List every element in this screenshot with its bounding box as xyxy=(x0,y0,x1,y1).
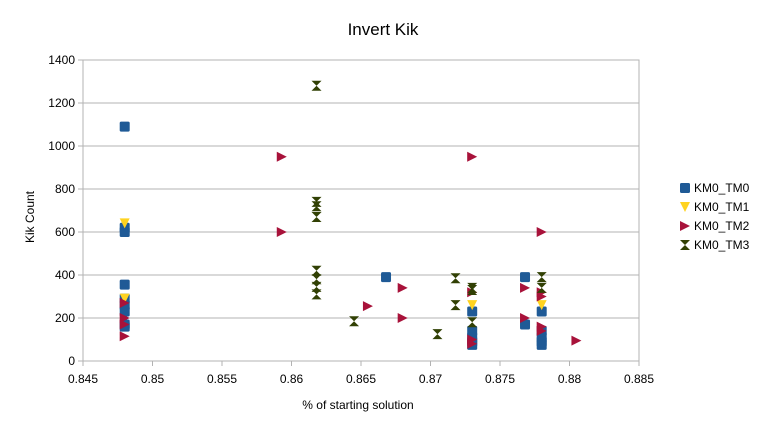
legend-item: KM0_TM0 xyxy=(680,181,750,195)
y-tick-label: 1000 xyxy=(48,139,75,153)
data-point xyxy=(536,272,547,283)
data-point xyxy=(381,272,392,283)
data-point xyxy=(397,313,408,323)
data-point xyxy=(536,227,547,237)
y-tick-label: 0 xyxy=(68,354,75,368)
legend-label: KM0_TM0 xyxy=(694,181,750,195)
data-point xyxy=(520,282,531,293)
y-tick-label: 800 xyxy=(55,182,75,196)
chart-title: Invert Kik xyxy=(348,20,419,39)
x-tick-label: 0.845 xyxy=(68,372,98,386)
data-point xyxy=(467,306,478,317)
data-point xyxy=(119,121,130,132)
data-point xyxy=(311,274,322,285)
legend-marker xyxy=(680,221,690,231)
series-km0-tm1 xyxy=(119,218,547,311)
data-point xyxy=(119,293,130,304)
data-point xyxy=(536,300,547,311)
legend-item: KM0_TM2 xyxy=(680,219,750,233)
data-points xyxy=(119,80,582,350)
legend-marker xyxy=(680,240,690,250)
y-tick-label: 200 xyxy=(55,311,75,325)
y-tick-labels: 0 200 400 600 800 1000 1200 1400 xyxy=(48,53,75,368)
data-point xyxy=(311,289,322,300)
data-point xyxy=(397,282,408,293)
legend-label: KM0_TM1 xyxy=(694,200,750,214)
data-point xyxy=(349,316,360,327)
data-point xyxy=(432,329,443,340)
data-point xyxy=(571,335,582,346)
y-tick-label: 1400 xyxy=(48,53,75,67)
data-point xyxy=(119,319,130,330)
data-point xyxy=(467,151,478,162)
data-point xyxy=(311,265,322,276)
x-tick-labels: 0.845 0.85 0.855 0.86 0.865 0.87 0.875 0.88 0.88… xyxy=(68,372,654,386)
x-tick-label: 0.875 xyxy=(485,372,515,386)
x-tick-label: 0.88 xyxy=(558,372,582,386)
data-point xyxy=(311,80,322,91)
gridlines xyxy=(78,59,640,366)
y-tick-label: 1200 xyxy=(48,96,75,110)
data-point xyxy=(311,211,322,222)
data-point xyxy=(450,300,461,311)
x-tick-label: 0.86 xyxy=(280,372,304,386)
legend-label: KM0_TM3 xyxy=(694,238,750,252)
data-point xyxy=(536,282,547,293)
data-point xyxy=(311,281,322,292)
y-tick-label: 400 xyxy=(55,268,75,282)
data-point xyxy=(362,301,373,312)
legend: KM0_TM0 KM0_TM1 KM0_TM2 KM0_TM3 xyxy=(680,181,750,252)
legend-marker xyxy=(680,183,690,193)
data-point xyxy=(450,273,461,284)
plot-frame xyxy=(82,59,640,362)
data-point xyxy=(536,325,547,336)
x-tick-label: 0.855 xyxy=(207,372,237,386)
data-point xyxy=(520,319,531,330)
x-tick-label: 0.865 xyxy=(346,372,376,386)
y-tick-label: 600 xyxy=(55,225,75,239)
data-point xyxy=(119,218,130,229)
data-point xyxy=(520,272,531,283)
data-point xyxy=(311,201,322,212)
data-point xyxy=(311,196,322,207)
legend-marker xyxy=(680,202,690,212)
data-point xyxy=(119,331,130,342)
data-point xyxy=(119,279,130,290)
data-point xyxy=(119,306,130,317)
x-tick-label: 0.85 xyxy=(141,372,165,386)
data-point xyxy=(520,313,531,323)
data-point xyxy=(467,317,478,328)
data-point xyxy=(536,339,547,350)
data-point xyxy=(119,313,130,323)
data-point xyxy=(119,227,130,237)
y-axis-title: Kik Count xyxy=(23,190,37,243)
series-km0-tm3 xyxy=(311,80,547,340)
series-km0-tm2 xyxy=(119,151,582,349)
legend-item: KM0_TM1 xyxy=(680,200,750,214)
legend-item: KM0_TM3 xyxy=(680,238,750,252)
data-point xyxy=(467,300,478,311)
data-point xyxy=(276,227,287,237)
x-tick-label: 0.885 xyxy=(624,372,654,386)
data-point xyxy=(276,151,287,162)
data-point xyxy=(536,291,547,302)
legend-label: KM0_TM2 xyxy=(694,219,750,233)
data-point xyxy=(119,297,130,308)
data-point xyxy=(467,338,478,349)
x-tick-label: 0.87 xyxy=(419,372,443,386)
data-point xyxy=(467,285,478,296)
x-axis-title: % of starting solution xyxy=(302,398,413,412)
data-point xyxy=(536,306,547,317)
